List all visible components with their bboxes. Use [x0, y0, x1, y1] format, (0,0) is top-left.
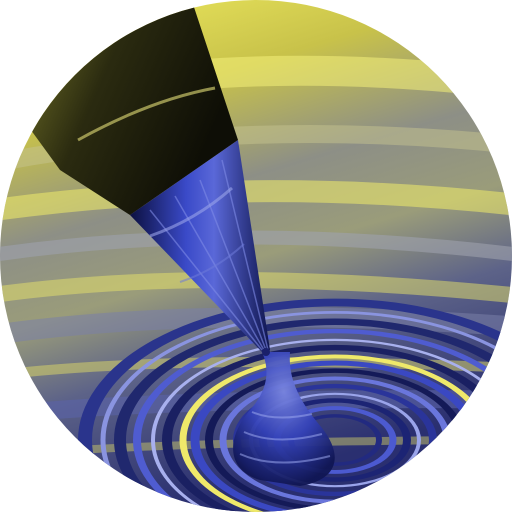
surface-funnel: [233, 352, 335, 486]
ripple-rings: [78, 298, 512, 512]
funnel-stripes: [239, 411, 331, 464]
cone-ring: [149, 186, 233, 238]
stylus-tip: [262, 348, 270, 356]
barrel-ring: [77, 86, 216, 142]
cone-ring-lower: [179, 243, 245, 283]
